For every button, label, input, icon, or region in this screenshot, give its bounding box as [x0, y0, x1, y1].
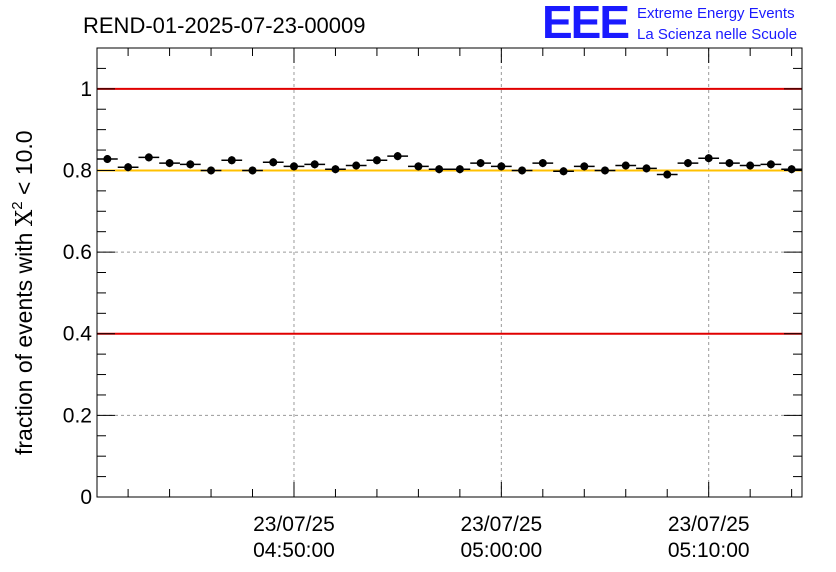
point-marker — [642, 164, 651, 173]
point-marker — [186, 160, 195, 169]
y-axis-label: fraction of events with X2 < 10.0 — [9, 130, 38, 455]
point-marker — [393, 152, 402, 161]
x-tick-label-time: 04:50:00 — [253, 539, 335, 562]
point-marker — [538, 159, 547, 168]
point-marker — [518, 166, 527, 175]
data-point — [636, 164, 657, 173]
point-marker — [435, 165, 444, 174]
point-marker — [746, 161, 755, 170]
point-marker — [601, 166, 610, 175]
x-tick-label-date: 23/07/25 — [253, 513, 335, 536]
y-tick-label: 0 — [80, 486, 92, 509]
data-point — [97, 155, 118, 164]
data-point — [179, 160, 201, 169]
point-marker — [103, 155, 112, 164]
data-point — [573, 162, 595, 171]
data-point — [449, 165, 471, 174]
data-point — [345, 161, 367, 170]
data-point — [242, 166, 263, 175]
data-points — [97, 152, 802, 179]
point-marker — [310, 160, 319, 169]
chart-title: REND-01-2025-07-23-00009 — [83, 13, 366, 38]
data-point — [159, 159, 180, 168]
data-point — [594, 166, 616, 175]
data-point — [428, 165, 450, 174]
point-marker — [580, 162, 589, 171]
data-point — [656, 170, 678, 179]
data-point — [532, 159, 554, 168]
data-point — [283, 162, 305, 171]
data-point — [117, 163, 139, 172]
logo-line-2: La Scienza nelle Scuole — [637, 26, 797, 43]
y-tick-label: 0.2 — [63, 404, 92, 427]
data-point — [408, 162, 429, 171]
point-marker — [766, 160, 775, 169]
data-point — [698, 154, 720, 163]
point-marker — [414, 162, 423, 171]
x-tick-label-time: 05:10:00 — [668, 539, 750, 562]
data-point — [366, 156, 388, 165]
point-marker — [372, 156, 381, 165]
data-point — [304, 160, 326, 169]
point-marker — [248, 166, 257, 175]
y-tick-labels: 0 0.2 0.4 0.6 0.8 1 — [63, 78, 93, 509]
point-marker — [455, 165, 464, 174]
point-marker — [663, 170, 672, 179]
data-point — [470, 159, 491, 168]
point-marker — [787, 165, 796, 174]
point-marker — [704, 154, 713, 163]
data-point — [739, 161, 761, 170]
point-marker — [331, 165, 340, 174]
x-tick-label-date: 23/07/25 — [668, 513, 750, 536]
data-point — [553, 167, 574, 176]
y-tick-label: 0.6 — [63, 241, 92, 264]
y-tick-label: 0.4 — [63, 323, 93, 346]
data-point — [138, 153, 160, 162]
point-marker — [497, 162, 506, 171]
point-marker — [725, 159, 734, 168]
data-point — [677, 159, 699, 168]
data-point — [719, 159, 740, 168]
point-marker — [144, 153, 153, 162]
point-marker — [269, 158, 278, 167]
point-marker — [476, 159, 485, 168]
point-marker — [559, 167, 568, 176]
x-tick-label-date: 23/07/25 — [460, 513, 542, 536]
data-point — [511, 166, 533, 175]
data-point — [200, 166, 222, 175]
point-marker — [683, 159, 692, 168]
data-point — [262, 158, 284, 167]
eee-logo: EEE Extreme Energy Events La Scienza nel… — [542, 0, 797, 48]
x-tick-label-time: 05:00:00 — [460, 539, 542, 562]
data-point — [221, 156, 243, 165]
data-point — [387, 152, 409, 161]
y-tick-label: 0.8 — [63, 159, 92, 182]
data-point — [490, 162, 512, 171]
point-marker — [289, 162, 298, 171]
point-marker — [621, 161, 630, 170]
point-marker — [227, 156, 236, 165]
eee-logo-mark: EEE — [542, 0, 628, 48]
data-point — [760, 160, 782, 169]
grid — [97, 48, 802, 497]
y-tick-label: 1 — [80, 78, 92, 101]
point-marker — [165, 159, 174, 168]
data-point — [325, 165, 346, 174]
point-marker — [124, 163, 133, 172]
point-marker — [207, 166, 216, 175]
data-point — [781, 165, 802, 174]
data-point — [615, 161, 637, 170]
axis-ticks — [97, 47, 802, 498]
x-tick-labels: 23/07/25 04:50:00 23/07/25 05:00:00 23/07/25… — [253, 513, 749, 562]
point-marker — [352, 161, 361, 170]
logo-line-1: Extreme Energy Events — [637, 5, 795, 22]
